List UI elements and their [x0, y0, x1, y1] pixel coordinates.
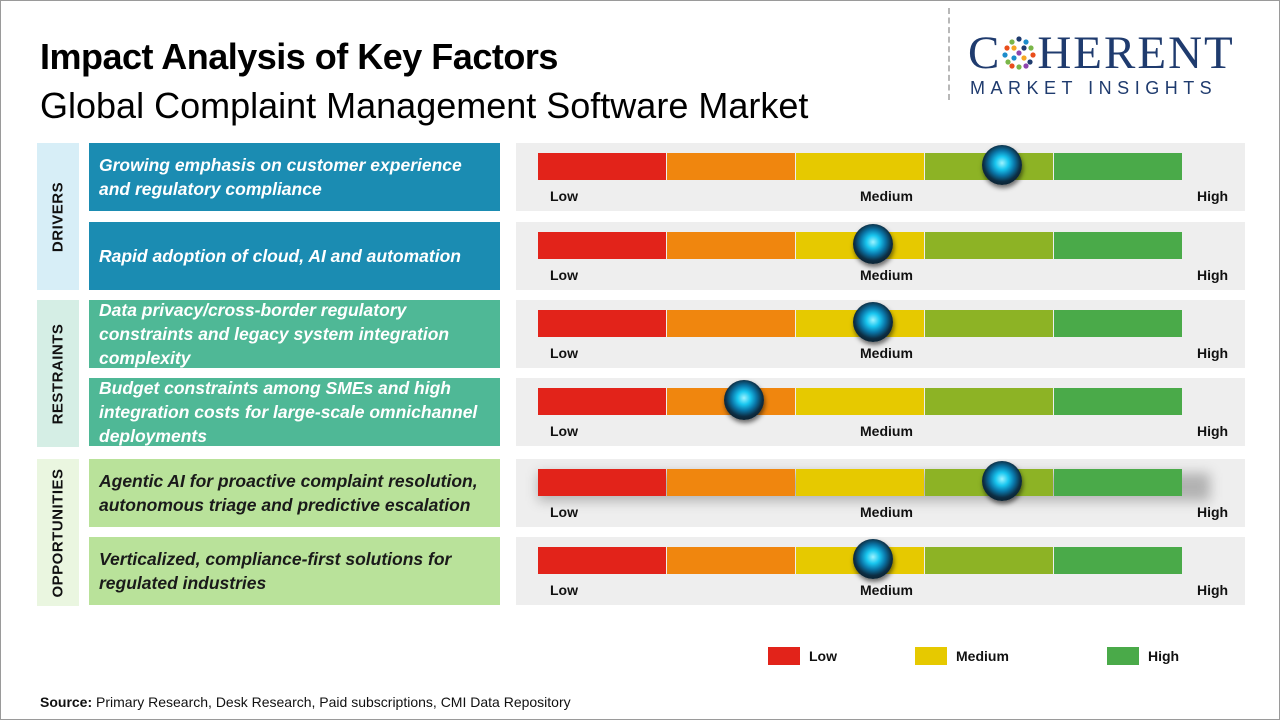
category-opportunities: OPPORTUNITIES — [37, 459, 79, 606]
legend-swatch — [768, 647, 800, 665]
gauge-segment — [925, 310, 1053, 337]
gauge-tick-high: High — [1197, 423, 1229, 439]
source-label: Source: — [40, 694, 93, 710]
gauge-segment — [667, 232, 795, 259]
legend-item-low: Low — [768, 647, 837, 665]
gauge-segment — [538, 388, 666, 415]
logo-tagline: MARKET INSIGHTS — [970, 78, 1218, 98]
factor-label: Growing emphasis on customer experience … — [89, 143, 500, 211]
gauge-tick-medium: Medium — [860, 267, 913, 283]
gauge-segment — [538, 153, 666, 180]
factor-label: Verticalized, compliance-first solutions… — [89, 537, 500, 605]
gauge-tick-low: Low — [550, 504, 578, 520]
gauge-knob — [853, 224, 894, 264]
gauge-knob — [982, 145, 1023, 185]
gauge-segment — [925, 388, 1053, 415]
company-logo: C HERENT — [968, 30, 1235, 77]
factor-label: Budget constraints among SMEs and high i… — [89, 378, 500, 446]
impact-gauge: Low Medium High — [516, 143, 1245, 211]
gauge-knob — [853, 539, 894, 579]
gauge-tick-medium: Medium — [860, 582, 913, 598]
gauge-tick-medium: Medium — [860, 423, 913, 439]
factor-label: Agentic AI for proactive complaint resol… — [89, 459, 500, 527]
gauge-segment — [1054, 153, 1182, 180]
logo-dots-icon — [1002, 36, 1036, 70]
gauge-tick-high: High — [1197, 267, 1229, 283]
gauge-tick-high: High — [1197, 582, 1229, 598]
gauge-knob — [724, 380, 765, 420]
factor-label: Rapid adoption of cloud, AI and automati… — [89, 222, 500, 290]
category-restraints: RESTRAINTS — [37, 300, 79, 447]
gauge-tick-medium: Medium — [860, 345, 913, 361]
category-label: DRIVERS — [49, 181, 67, 252]
gauge-tick-low: Low — [550, 267, 578, 283]
factor-label: Data privacy/cross-border regulatory con… — [89, 300, 500, 368]
legend-label: Low — [809, 648, 837, 664]
gauge-knob — [982, 461, 1023, 501]
page-subtitle: Global Complaint Management Software Mar… — [40, 85, 809, 126]
gauge-tick-low: Low — [550, 582, 578, 598]
gauge-tick-low: Low — [550, 188, 578, 204]
gauge-segment — [1054, 388, 1182, 415]
gauge-segment — [538, 547, 666, 574]
gauge-segment — [1054, 310, 1182, 337]
gauge-segment — [667, 153, 795, 180]
impact-gauge: Low Medium High — [516, 300, 1245, 368]
legend-swatch — [1107, 647, 1139, 665]
gauge-segment — [538, 310, 666, 337]
source-text: Primary Research, Desk Research, Paid su… — [96, 694, 571, 710]
gauge-tick-medium: Medium — [860, 188, 913, 204]
gauge-segment — [667, 310, 795, 337]
logo-text-right: HERENT — [1037, 27, 1235, 79]
gauge-segment — [796, 153, 924, 180]
legend-label: Medium — [956, 648, 1009, 664]
gauge-segment — [1054, 547, 1182, 574]
logo-divider — [948, 8, 950, 100]
gauge-segment — [1054, 232, 1182, 259]
legend-item-high: High — [1107, 647, 1179, 665]
gauge-tick-medium: Medium — [860, 504, 913, 520]
gauge-tick-high: High — [1197, 188, 1229, 204]
gauge-tick-low: Low — [550, 423, 578, 439]
gauge-tick-low: Low — [550, 345, 578, 361]
impact-gauge: Low Medium High — [516, 537, 1245, 605]
impact-gauge: Low Medium High — [516, 378, 1245, 446]
legend-item-medium: Medium — [915, 647, 1009, 665]
gauge-tick-high: High — [1197, 345, 1229, 361]
gauge-segment — [538, 469, 666, 496]
gauge-segment — [1054, 469, 1182, 496]
source-note: Source: Primary Research, Desk Research,… — [40, 694, 571, 710]
gauge-segment — [796, 469, 924, 496]
category-label: RESTRAINTS — [49, 323, 67, 424]
gauge-knob — [853, 302, 894, 342]
gauge-segment — [796, 388, 924, 415]
category-drivers: DRIVERS — [37, 143, 79, 290]
impact-gauge: Low Medium High — [516, 222, 1245, 290]
gauge-segment — [538, 232, 666, 259]
category-label: OPPORTUNITIES — [49, 467, 67, 598]
gauge-segment — [667, 469, 795, 496]
legend-swatch — [915, 647, 947, 665]
logo-text-left: C — [968, 27, 1002, 79]
gauge-segment — [925, 232, 1053, 259]
page-title: Impact Analysis of Key Factors — [40, 36, 558, 77]
gauge-tick-high: High — [1197, 504, 1229, 520]
gauge-segment — [667, 547, 795, 574]
gauge-segment — [925, 547, 1053, 574]
legend-label: High — [1148, 648, 1180, 664]
impact-gauge: Low Medium High — [516, 459, 1245, 527]
